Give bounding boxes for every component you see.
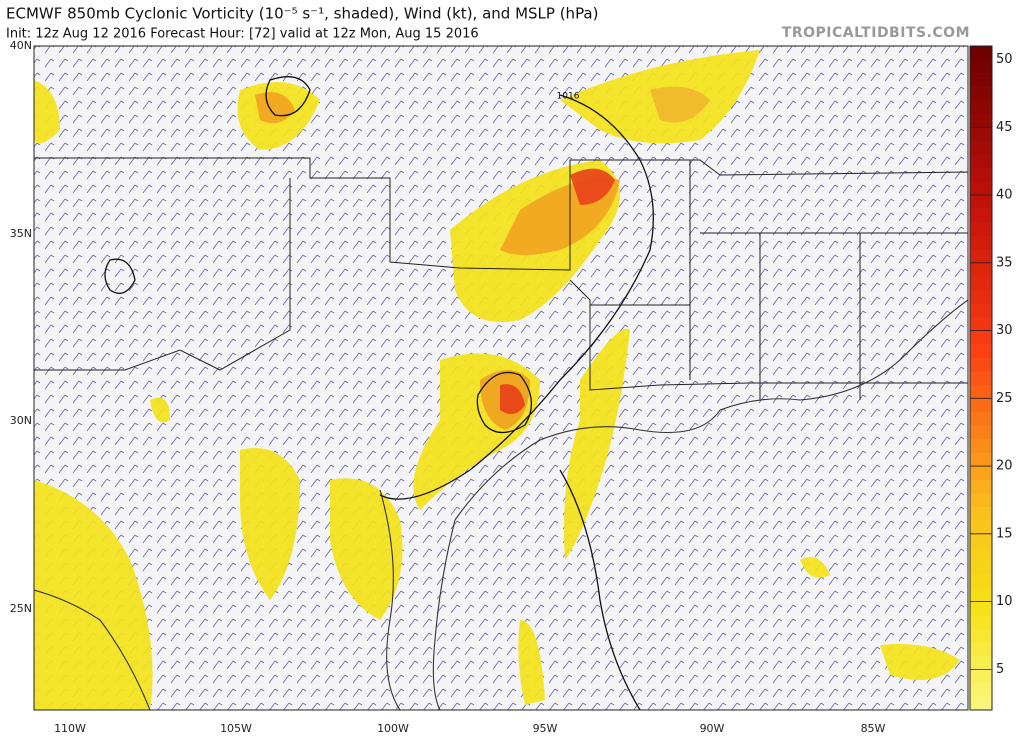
colorbar-band: [970, 533, 992, 548]
colorbar-band: [970, 479, 992, 494]
title: ECMWF 850mb Cyclonic Vorticity (10⁻⁵ s⁻¹…: [6, 5, 598, 23]
colorbar-band: [970, 113, 992, 128]
colorbar-tick-label: 45: [996, 120, 1013, 135]
lat-label: 30N: [10, 414, 32, 427]
colorbar-band: [970, 493, 992, 508]
lon-label: 110W: [54, 722, 86, 735]
colorbar-band: [970, 127, 992, 142]
lat-label: 40N: [10, 39, 32, 52]
colorbar-band: [970, 574, 992, 589]
borders: [34, 157, 968, 400]
colorbar-tick-label: 20: [996, 459, 1013, 474]
colorbar-band: [970, 357, 992, 372]
colorbar-band: [970, 411, 992, 426]
colorbar-band: [970, 696, 992, 711]
colorbar-band: [970, 181, 992, 196]
colorbar-band: [970, 452, 992, 467]
lat-label: 35N: [10, 227, 32, 240]
colorbar-band: [970, 303, 992, 318]
colorbar-band: [970, 195, 992, 209]
subtitle: Init: 12z Aug 12 2016 Forecast Hour: [72…: [6, 27, 479, 42]
colorbar-band: [970, 628, 992, 643]
lon-label: 85W: [861, 722, 886, 735]
colorbar-band: [970, 655, 992, 670]
colorbar-band: [970, 682, 992, 697]
colorbar-tick-label: 25: [996, 391, 1013, 406]
lon-label: 95W: [533, 722, 558, 735]
colorbar-band: [970, 438, 992, 453]
colorbar-band: [970, 642, 992, 657]
colorbar-band: [970, 466, 992, 480]
colorbar-band: [970, 506, 992, 521]
colorbar-band: [970, 669, 992, 684]
colorbar-band: [970, 520, 992, 535]
map-area: 1016: [34, 46, 968, 710]
colorbar-band: [970, 384, 992, 399]
colorbar-band: [970, 235, 992, 250]
colorbar-band: [970, 344, 992, 358]
colorbar-band: [970, 208, 992, 223]
colorbar: 5 10 15 20 25 30 35 40 45 50: [969, 45, 1013, 711]
colorbar-band: [970, 601, 992, 616]
colorbar-band: [970, 276, 992, 291]
colorbar-band: [970, 588, 992, 602]
colorbar-band: [970, 371, 992, 386]
coastline: [34, 299, 968, 710]
colorbar-band: [970, 317, 992, 331]
colorbar-tick-label: 40: [996, 188, 1013, 203]
colorbar-band: [970, 289, 992, 304]
colorbar-band: [970, 154, 992, 169]
colorbar-tick-label: 5: [996, 662, 1004, 677]
colorbar-band: [970, 262, 992, 277]
colorbar-band: [970, 46, 992, 60]
colorbar-band: [970, 615, 992, 629]
colorbar-tick-label: 35: [996, 255, 1013, 270]
colorbar-band: [970, 330, 992, 345]
colorbar-tick-label: 30: [996, 323, 1013, 338]
colorbar-band: [970, 167, 992, 182]
colorbar-band: [970, 140, 992, 155]
site-name: TROPICALTIDBITS.COM: [782, 25, 970, 41]
map-frame: [33, 45, 969, 711]
colorbar-band: [970, 86, 992, 101]
colorbar-band: [970, 249, 992, 264]
vorticity-shading-strong: [255, 86, 710, 430]
colorbar-frame: [969, 45, 993, 711]
lat-label: 25N: [10, 602, 32, 615]
colorbar-band: [970, 560, 992, 575]
colorbar-band: [970, 425, 992, 440]
lon-label: 100W: [377, 722, 409, 735]
colorbar-tick-label: 10: [996, 594, 1013, 609]
colorbar-band: [970, 73, 992, 87]
isobars: [104, 76, 654, 710]
colorbar-band: [970, 222, 992, 237]
colorbar-tick-label: 50: [996, 52, 1013, 67]
isobar-label: 1016: [557, 92, 580, 102]
colorbar-band: [970, 547, 992, 562]
colorbar-band: [970, 59, 992, 74]
colorbar-tick-label: 15: [996, 526, 1013, 541]
lon-label: 105W: [220, 722, 252, 735]
colorbar-band: [970, 398, 992, 413]
colorbar-band: [970, 100, 992, 115]
lon-label: 90W: [700, 722, 725, 735]
